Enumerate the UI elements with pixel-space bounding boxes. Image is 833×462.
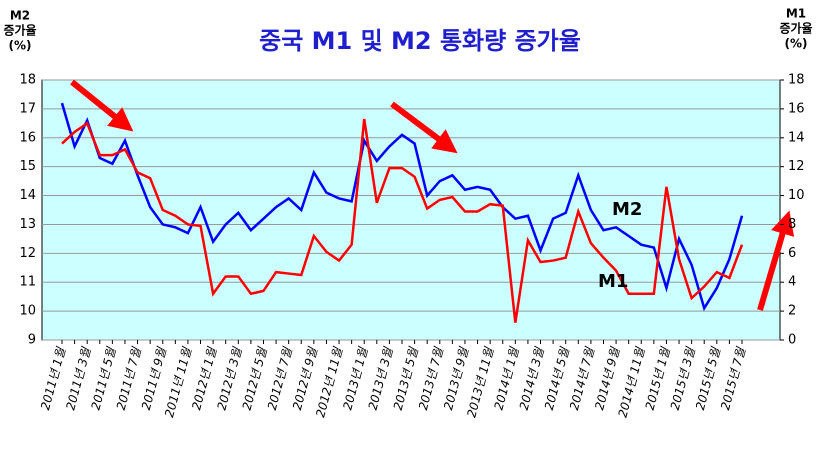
x-tick-label: 2015년 5월 — [693, 345, 723, 411]
y2-tick-label: 18 — [788, 73, 805, 88]
x-tick-label: 2015년 3월 — [668, 345, 698, 411]
x-tick-label: 2011년 7월 — [114, 345, 144, 411]
y-tick-label: 11 — [19, 275, 36, 290]
x-tick-label: 2012년 3월 — [214, 345, 244, 411]
y-tick-label: 16 — [19, 130, 36, 145]
y-axis-label: M2 — [10, 9, 30, 23]
y2-tick-label: 0 — [788, 333, 796, 348]
x-tick-label: 2013년 1월 — [340, 345, 370, 411]
x-tick-label: 2012년 9월 — [290, 345, 320, 411]
x-tick-label: 2013년 3월 — [366, 345, 396, 411]
x-tick-label: 2014년 3월 — [517, 345, 547, 411]
y-axis-label: (%) — [9, 39, 32, 53]
annotation: M1 — [598, 271, 628, 292]
y-tick-label: 17 — [19, 101, 36, 116]
x-tick-label: 2013년 5월 — [391, 345, 421, 411]
arrow — [390, 101, 458, 154]
x-tick-label: 2014년 9월 — [592, 345, 622, 411]
y-tick-label: 12 — [19, 246, 36, 261]
x-tick-label: 2014년 1월 — [492, 345, 522, 411]
x-tick-label: 2011년 9월 — [139, 345, 169, 411]
y-tick-label: 9 — [28, 333, 36, 348]
x-tick-label: 2014년 7월 — [567, 345, 597, 411]
y-axis-label: 증가율 — [3, 23, 36, 38]
x-tick-label: 2013년 9월 — [441, 345, 471, 411]
y2-axis-label: M1 — [786, 7, 806, 21]
y2-tick-label: 14 — [788, 130, 805, 145]
y-tick-label: 14 — [19, 188, 36, 203]
x-tick-label: 2015년 1월 — [643, 345, 673, 411]
x-tick-label: 2012년 1월 — [189, 345, 219, 411]
y2-tick-label: 10 — [788, 188, 805, 203]
x-tick-label: 2011년 5월 — [89, 345, 119, 411]
chart-title: 중국 M1 및 M2 통화량 증가율 — [259, 27, 581, 55]
y2-axis-label: (%) — [785, 37, 808, 51]
x-tick-label: 2011년 1월 — [38, 345, 68, 411]
line-series — [60, 102, 744, 312]
y2-tick-label: 16 — [788, 101, 805, 116]
x-tick-label: 2012년 7월 — [265, 345, 295, 411]
y2-tick-label: 12 — [788, 159, 805, 174]
y-tick-label: 15 — [19, 159, 36, 174]
y2-tick-label: 2 — [788, 304, 796, 319]
arrow — [757, 210, 795, 311]
x-tick-label: 2011년 3월 — [63, 345, 93, 411]
annotation: M2 — [612, 199, 642, 220]
y-tick-label: 18 — [19, 73, 36, 88]
y2-tick-label: 8 — [788, 217, 796, 232]
x-tick-label: 2014년 5월 — [542, 345, 572, 411]
y-tick-label: 13 — [19, 217, 36, 232]
plot-area — [41, 79, 781, 341]
arrow — [70, 79, 134, 132]
x-tick-label: 2012년 5월 — [240, 345, 270, 411]
arrows — [70, 79, 795, 311]
y-tick-label: 10 — [19, 304, 36, 319]
y2-tick-label: 6 — [788, 246, 796, 261]
x-tick-label: 2013년 7월 — [416, 345, 446, 411]
x-tick-label: 2015년 7월 — [718, 345, 748, 411]
y2-tick-label: 4 — [788, 275, 796, 290]
y2-axis-label: 증가율 — [779, 21, 812, 36]
line-series — [61, 118, 744, 323]
